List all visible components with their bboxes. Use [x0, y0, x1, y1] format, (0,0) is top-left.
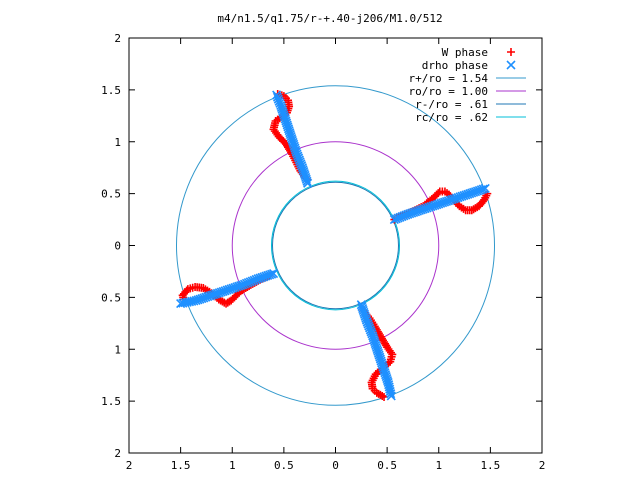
series-drho-phase: [176, 90, 490, 401]
drho-phase-point: [178, 298, 188, 308]
reference-circles: [175, 85, 496, 406]
legend-label: drho phase: [422, 59, 488, 72]
legend-label: ro/ro = 1.00: [409, 85, 488, 98]
x-tick-label: 1: [229, 459, 236, 472]
drho-phase-point: [386, 389, 396, 399]
drho-phase-point: [386, 391, 396, 401]
data-points: [176, 90, 492, 401]
circle-r-1_54: [175, 85, 496, 406]
drho-phase-point: [272, 90, 282, 100]
legend-label: r+/ro = 1.54: [409, 72, 489, 85]
drho-phase-point: [506, 60, 516, 70]
legend-label: rc/ro = .62: [415, 111, 488, 124]
w-phase-point: [434, 189, 443, 198]
y-tick-label: 1.5: [101, 395, 121, 408]
x-tick-label: 0: [332, 459, 339, 472]
y-tick-label: 0.5: [101, 291, 121, 304]
drho-phase-point: [480, 183, 490, 194]
legend-label: r-/ro = .61: [415, 98, 488, 111]
circle-r-1: [231, 141, 440, 350]
y-tick-label: 2: [114, 447, 121, 460]
drho-phase-point: [478, 184, 488, 194]
x-tick-label: 1.5: [480, 459, 500, 472]
y-tick-label: 1: [114, 343, 121, 356]
w-phase-point: [507, 48, 515, 56]
circle-r-0_61: [272, 181, 399, 310]
x-tick-label: 0.5: [377, 459, 397, 472]
x-tick-label: 2: [126, 459, 133, 472]
drho-phase-point: [176, 299, 186, 309]
y-tick-label: 0.5: [101, 188, 121, 201]
drho-phase-point: [272, 92, 283, 102]
series-w-phase: [178, 90, 492, 401]
x-tick-label: 0.5: [274, 459, 294, 472]
y-tick-label: 2: [114, 32, 121, 45]
x-tick-label: 2: [539, 459, 546, 472]
legend-label: W phase: [442, 46, 488, 59]
w-phase-point: [378, 391, 387, 400]
y-tick-label: 1.5: [101, 84, 121, 97]
axis-ticks: 2 1.5 1 0.5 0 0.5 1 1.5 221.510.500.511.52: [101, 32, 545, 472]
chart-title: m4/n1.5/q1.75/r-+.40-j206/M1.0/512: [217, 12, 442, 25]
y-tick-label: 1: [114, 136, 121, 149]
y-tick-label: 0: [114, 240, 121, 253]
x-tick-label: 1.5: [171, 459, 191, 472]
x-tick-label: 1: [435, 459, 442, 472]
circle-r-0_62: [270, 180, 401, 311]
